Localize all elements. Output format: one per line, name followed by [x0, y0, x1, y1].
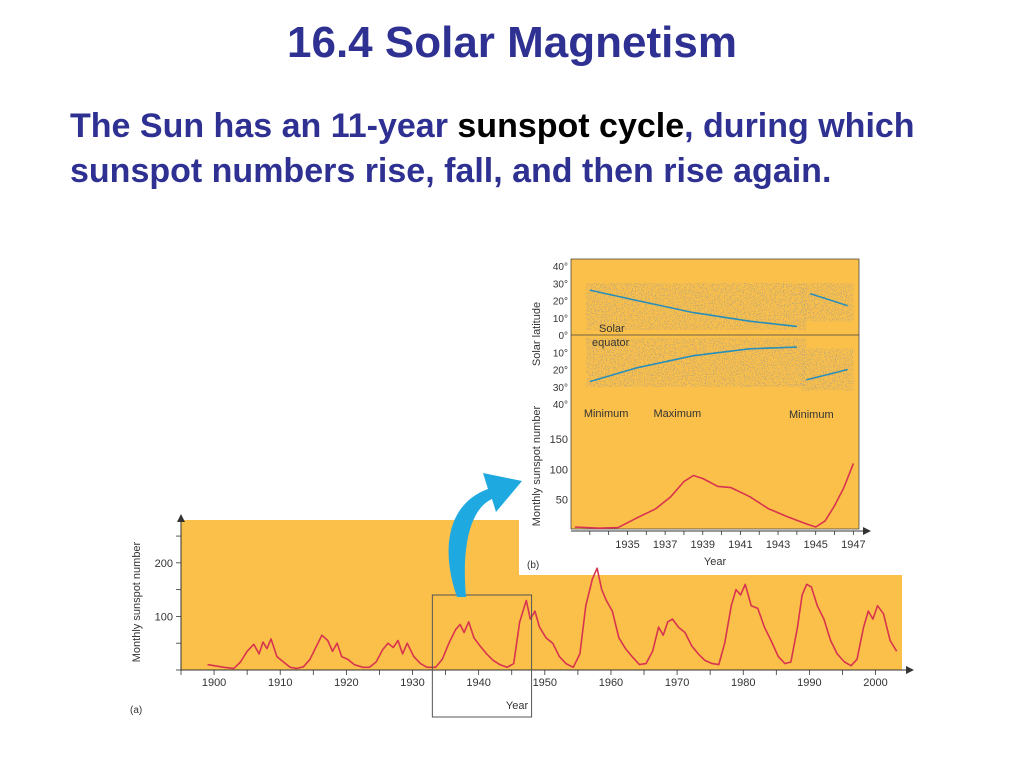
sunspot-latitude-scatter — [586, 338, 807, 387]
zoom-highlight-box — [431, 594, 533, 718]
x-tick-label: 1900 — [202, 677, 226, 689]
slide-body-text: The Sun has an 11-year sunspot cycle, du… — [70, 104, 960, 194]
latitude-tick-label: 20° — [553, 366, 568, 377]
latitude-axis-label: Solar latitude — [531, 302, 543, 366]
sunspot-latitude-scatter — [800, 348, 854, 391]
panel-b-sunspot-line — [574, 463, 855, 530]
sunspot-number-tick-label: 100 — [550, 464, 568, 476]
phase-label: Minimum — [584, 408, 629, 420]
equator-label-line2: equator — [592, 337, 630, 349]
body-text-part-2: , during which sunspot numbers rise, fal… — [70, 107, 915, 190]
x-tick-label: 1980 — [731, 677, 755, 689]
x-tick-label: 1960 — [599, 677, 623, 689]
x-tick-label: 1930 — [400, 677, 424, 689]
panel-b-x-axis-label: Year — [704, 556, 727, 568]
panel-b-x-tick-label: 1939 — [691, 539, 715, 551]
y-tick-label: 200 — [155, 558, 173, 570]
x-tick-label: 1920 — [334, 677, 358, 689]
sunspot-number-axis-label: Monthly sunspot number — [531, 405, 543, 526]
panel-a-label: (a) — [130, 705, 142, 716]
latitude-tick-label: 20° — [553, 297, 568, 308]
latitude-trend-line — [809, 292, 848, 307]
x-tick-label: 1970 — [665, 677, 689, 689]
body-text-part-1: The Sun has an 11-year — [70, 107, 458, 145]
panel-b-chart: 40° 30° 20° 10° 0° 10° 20° 30° 40° Solar equator Mi… — [527, 262, 871, 571]
slide-title: 16.4 Solar Magnetism — [287, 18, 737, 67]
latitude-trend-line — [806, 368, 848, 381]
x-tick-label: 1990 — [797, 677, 821, 689]
panel-b-x-tick-label: 1937 — [653, 539, 677, 551]
equator-label-line1: Solar — [599, 323, 625, 335]
latitude-trend-line — [589, 346, 797, 383]
sunspot-number-tick-label: 50 — [556, 495, 568, 507]
panel-a-chart: 100 200 1900 1910 1920 1930 1940 1950 1960 1970 19… — [130, 514, 914, 718]
panel-b-x-tick-label: 1943 — [766, 539, 790, 551]
panel-b-x-tick-label: 1941 — [728, 539, 752, 551]
x-tick-label: 1950 — [533, 677, 557, 689]
x-tick-label: 1910 — [268, 677, 292, 689]
latitude-tick-label: 10° — [553, 348, 568, 359]
x-axis-arrowhead — [906, 666, 914, 674]
phase-label: Maximum — [653, 408, 701, 420]
latitude-tick-label: 30° — [553, 279, 568, 290]
x-tick-label: 2000 — [863, 677, 887, 689]
panel-b-x-arrowhead — [863, 527, 871, 535]
y-axis-label: Monthly sunspot number — [131, 541, 143, 662]
sunspot-latitude-scatter — [586, 283, 807, 330]
latitude-tick-label: 40° — [553, 400, 568, 411]
y-tick-label: 100 — [155, 611, 173, 623]
panel-b-x-tick-label: 1947 — [841, 539, 865, 551]
y-axis-arrowhead — [177, 514, 185, 522]
latitude-tick-label: 30° — [553, 383, 568, 394]
latitude-tick-label: 40° — [553, 262, 568, 273]
panel-b-x-tick-label: 1945 — [803, 539, 827, 551]
latitude-trend-line — [589, 289, 797, 328]
latitude-tick-label: 10° — [553, 314, 568, 325]
panel-a-background-right — [181, 575, 902, 670]
panel-b-x-tick-label: 1935 — [615, 539, 639, 551]
panel-b-label: (b) — [527, 560, 539, 571]
zoom-arrow — [448, 473, 522, 597]
x-axis-label: Year — [506, 700, 529, 712]
x-tick-label: 1940 — [466, 677, 490, 689]
sunspot-latitude-scatter — [800, 283, 854, 322]
body-keyword: sunspot cycle — [457, 107, 685, 145]
phase-label: Minimum — [789, 409, 834, 421]
latitude-tick-label: 0° — [558, 331, 568, 342]
sunspot-number-tick-label: 150 — [550, 434, 568, 446]
sunspot-series-line — [207, 567, 898, 670]
